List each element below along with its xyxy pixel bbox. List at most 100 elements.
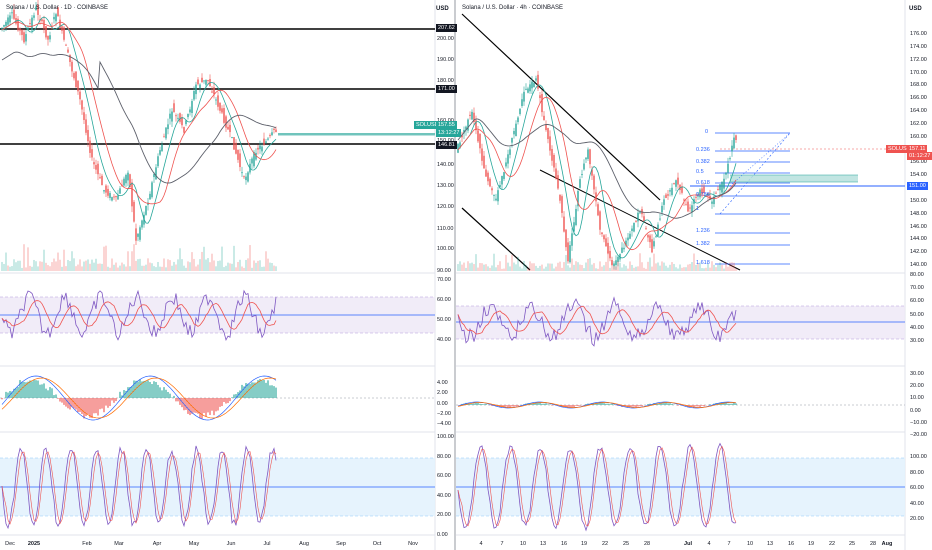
- price-candle: [225, 116, 227, 128]
- volume-bar: [627, 268, 629, 271]
- macd-histogram-bar: [119, 391, 121, 398]
- price-candle: [127, 172, 129, 181]
- volume-bar: [213, 260, 215, 271]
- volume-bar: [633, 267, 635, 271]
- volume-bar: [589, 258, 591, 271]
- right-rsi-tick: 40.00: [910, 324, 924, 331]
- volume-bar: [669, 264, 671, 271]
- macd-histogram-bar: [269, 385, 271, 398]
- right-price-tick: 174.00: [910, 43, 927, 50]
- price-candle: [505, 162, 507, 167]
- macd-histogram-bar: [599, 402, 601, 405]
- price-candle: [141, 220, 143, 228]
- volume-bar: [189, 262, 191, 271]
- macd-histogram-bar: [75, 398, 77, 410]
- volume-bar: [529, 261, 531, 271]
- left-date-tick: Jul: [263, 541, 271, 547]
- macd-histogram-bar: [571, 405, 573, 408]
- price-candle: [271, 132, 273, 136]
- macd-histogram-bar: [479, 403, 481, 405]
- volume-bar: [695, 264, 697, 271]
- price-candle: [11, 12, 13, 14]
- price-candle: [17, 18, 19, 31]
- macd-histogram-bar: [617, 405, 619, 406]
- price-candle: [21, 29, 23, 35]
- price-candle: [197, 79, 199, 85]
- volume-bar: [261, 266, 263, 271]
- volume-bar: [533, 263, 535, 271]
- macd-histogram-bar: [169, 393, 171, 398]
- price-candle: [653, 241, 655, 247]
- price-candle: [79, 91, 81, 100]
- macd-histogram-bar: [133, 380, 135, 398]
- price-candle: [175, 115, 177, 117]
- volume-bar: [487, 266, 489, 271]
- price-candle: [637, 212, 639, 222]
- left-last-price-tag: 157.55: [436, 121, 457, 129]
- left-chart-title: Solana / U.S. Dollar · 1D · COINBASE: [6, 5, 109, 11]
- price-candle: [623, 247, 625, 250]
- volume-bar: [593, 263, 595, 271]
- price-candle: [25, 34, 27, 42]
- left-countdown-tag: 13:12:27: [436, 129, 462, 137]
- price-candle: [151, 182, 153, 198]
- volume-bar: [191, 252, 193, 271]
- price-candle: [29, 23, 31, 25]
- price-candle: [507, 154, 509, 164]
- price-candle: [117, 195, 119, 200]
- volume-bar: [471, 262, 473, 271]
- volume-bar: [507, 262, 509, 271]
- macd-histogram-bar: [223, 398, 225, 402]
- volume-bar: [131, 251, 133, 271]
- price-candle: [643, 216, 645, 222]
- volume-bar: [203, 246, 205, 271]
- price-candle: [231, 137, 233, 139]
- volume-bar: [179, 248, 181, 271]
- price-candle: [521, 99, 523, 107]
- price-candle: [725, 172, 727, 175]
- volume-bar: [97, 263, 99, 271]
- left-price-tick: 190.00: [437, 57, 454, 63]
- volume-bar: [661, 261, 663, 271]
- volume-bar: [619, 262, 621, 271]
- volume-bar: [503, 268, 505, 271]
- price-candle: [483, 155, 485, 169]
- price-candle: [113, 196, 115, 198]
- volume-bar: [25, 267, 27, 271]
- price-candle: [81, 100, 83, 110]
- price-candle: [261, 146, 263, 152]
- right-date-tick: 22: [828, 541, 836, 547]
- price-candle: [139, 227, 141, 240]
- price-candle: [463, 129, 465, 134]
- macd-histogram-bar: [667, 403, 669, 405]
- price-candle: [729, 158, 731, 160]
- volume-bar: [107, 266, 109, 271]
- volume-bar: [75, 266, 77, 271]
- volume-bar: [91, 259, 93, 271]
- left-date-tick: Mar: [114, 541, 124, 547]
- price-candle: [571, 233, 573, 246]
- macd-histogram-bar: [727, 403, 729, 405]
- price-candle: [575, 208, 577, 226]
- macd-histogram-bar: [513, 405, 515, 407]
- price-candle: [3, 25, 5, 27]
- right-price-tick: 156.00: [910, 159, 927, 166]
- price-candle: [527, 88, 529, 93]
- price-candle: [567, 242, 569, 262]
- macd-histogram-bar: [597, 403, 599, 405]
- price-candle: [577, 191, 579, 207]
- price-candle: [159, 150, 161, 155]
- macd-histogram-bar: [59, 398, 61, 402]
- price-candle: [123, 178, 125, 186]
- price-candle: [217, 95, 219, 107]
- fib-level-label: 1.236: [696, 228, 710, 234]
- volume-bar: [113, 264, 115, 271]
- price-candle: [627, 237, 629, 241]
- macd-histogram-bar: [193, 398, 195, 413]
- right-date-tick: 28: [643, 541, 651, 547]
- macd-histogram-bar: [171, 397, 173, 398]
- price-candle: [553, 154, 555, 168]
- fib-trend-line: [719, 132, 791, 215]
- macd-histogram-bar: [101, 398, 103, 409]
